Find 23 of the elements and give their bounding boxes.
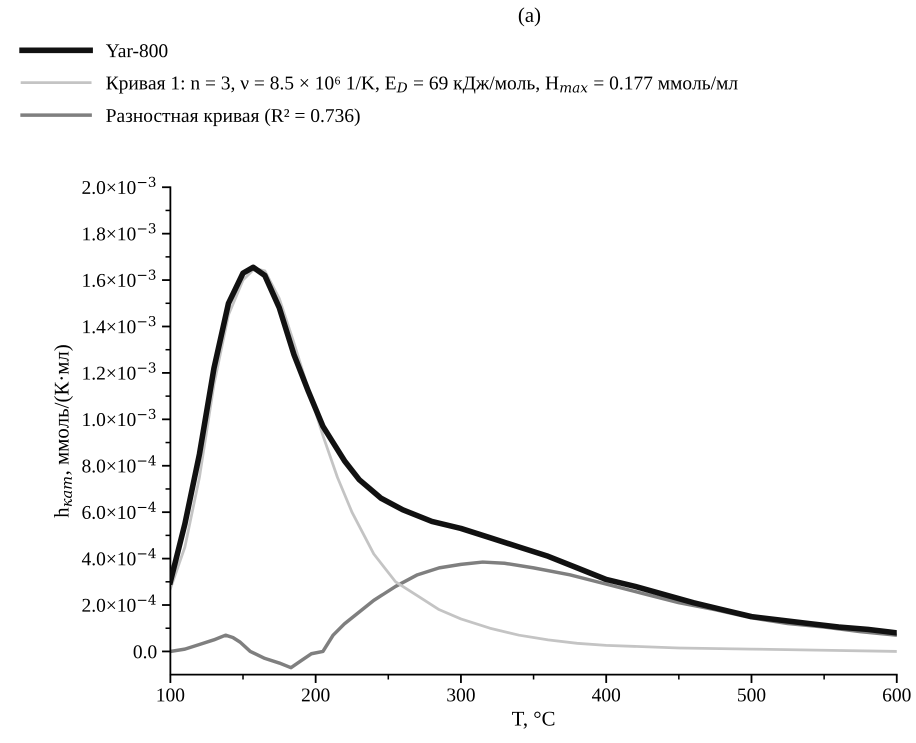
chart-title: (a) [518,7,540,26]
y-tick-label: 1.6×10$^{−3}$ [83,270,156,287]
x-tick-label: 300 [447,688,475,702]
y-tick-label: 8.0×10$^{−4}$ [82,455,156,473]
x-tick-label: 400 [592,688,620,702]
y-tick-label: 2.0×10$^{−4}$ [82,594,156,612]
legend-label: Yar-800 [106,44,168,58]
y-tick-label: 2.0×10$^{−3}$ [82,176,156,194]
y-tick-label: 1.0×10$^{−3}$ [83,408,156,426]
y-axis-title: h$_{кат}$, ммоль/(К·мл) [54,345,73,518]
y-tick-label: 4.0×10$^{−4}$ [82,548,156,566]
x-tick-label: 200 [302,688,330,702]
legend-label: Разностная кривая (R² = 0.736) [106,108,360,126]
y-tick-label: 1.2×10$^{−3}$ [83,362,156,380]
x-axis-title: T, °C [512,712,554,729]
y-tick-label: 0.0 [134,645,156,658]
x-tick-label: 600 [883,688,911,702]
legend-label: Кривая 1: n = 3, ν = 8.5 × 10⁶ 1/K, E$_{D}$ = 69 кДж/моль, H$_{max}$ = 0.177 ммоль/мл [106,76,738,94]
x-tick-label: 100 [158,688,184,702]
y-tick-label: 1.4×10$^{−3}$ [83,316,156,334]
x-tick-label: 500 [738,688,766,702]
y-tick-label: 6.0×10$^{−4}$ [82,502,156,520]
y-tick-label: 1.8×10$^{−3}$ [83,223,156,241]
